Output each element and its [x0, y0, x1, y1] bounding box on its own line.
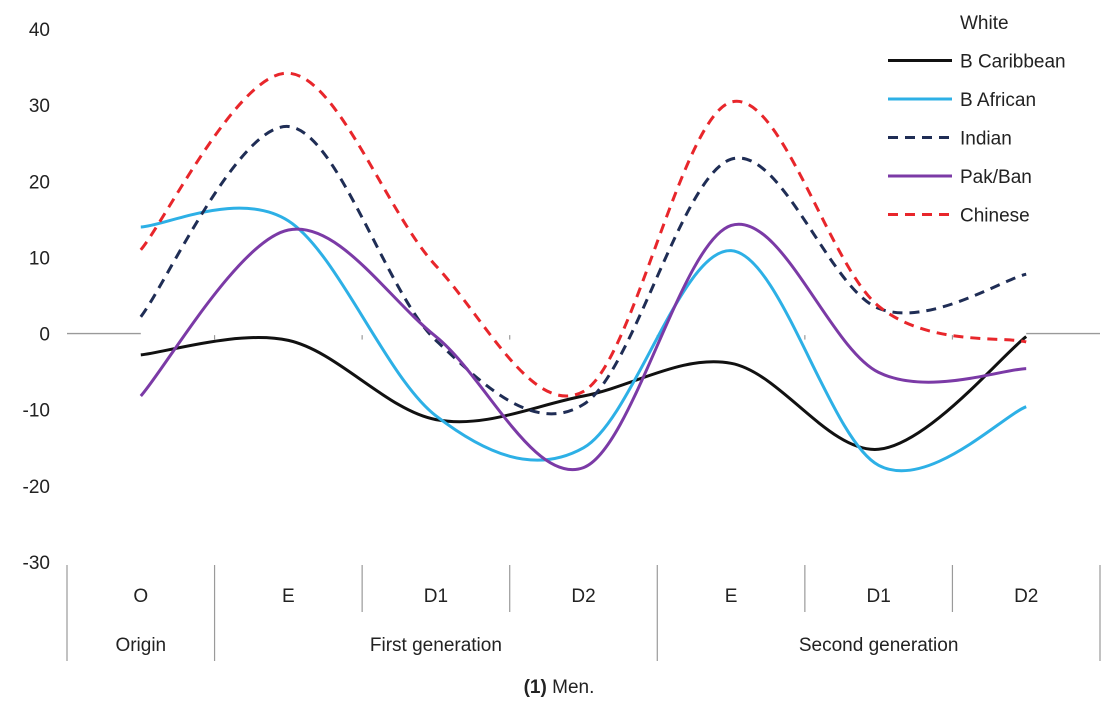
- legend-label-chinese: Chinese: [960, 206, 1030, 227]
- caption-text: Men.: [547, 677, 595, 698]
- series-line-pak-ban: [139, 222, 1027, 472]
- x-axis: O E D1 D2 E D1 D2 Origin First generation Second …: [66, 332, 1101, 661]
- x-tick-label: D2: [1014, 586, 1038, 607]
- series-line-indian: [139, 124, 1027, 416]
- y-tick-label: 0: [39, 325, 50, 346]
- y-tick-label: 20: [29, 172, 50, 193]
- series-layer: [139, 71, 1028, 473]
- legend-label-b-caribbean: B Caribbean: [960, 52, 1066, 73]
- legend-label-indian: Indian: [960, 129, 1012, 150]
- legend-label-b-african: B African: [960, 90, 1036, 111]
- y-tick-label: -30: [23, 553, 50, 574]
- series-line-b-caribbean: [140, 335, 1028, 451]
- y-axis: 40 30 20 10 0 -10 -20 -30: [23, 20, 50, 574]
- x-tick-label: D2: [571, 586, 595, 607]
- y-tick-label: 30: [29, 96, 50, 117]
- series-line-b-african: [140, 206, 1027, 473]
- y-tick-label: -10: [23, 401, 50, 422]
- legend-label-white: White: [960, 13, 1009, 34]
- x-tick-label: E: [725, 586, 738, 607]
- x-group-label: First generation: [370, 635, 502, 656]
- y-tick-label: 10: [29, 248, 50, 269]
- x-tick-label: O: [133, 586, 148, 607]
- series-line-chinese: [139, 71, 1027, 398]
- figure-caption: (1) Men.: [524, 677, 595, 698]
- x-tick-label: E: [282, 586, 295, 607]
- legend-label-pak-ban: Pak/Ban: [960, 167, 1032, 188]
- x-tick-label: D1: [424, 586, 448, 607]
- x-group-label: Second generation: [799, 635, 959, 656]
- x-tick-label: D1: [866, 586, 890, 607]
- x-group-label: Origin: [115, 635, 166, 656]
- caption-number: (1): [524, 677, 547, 698]
- legend: White B Caribbean B African Indian Pak/Ban Ch…: [888, 13, 1066, 227]
- y-tick-label: -20: [23, 477, 50, 498]
- y-tick-label: 40: [29, 20, 50, 41]
